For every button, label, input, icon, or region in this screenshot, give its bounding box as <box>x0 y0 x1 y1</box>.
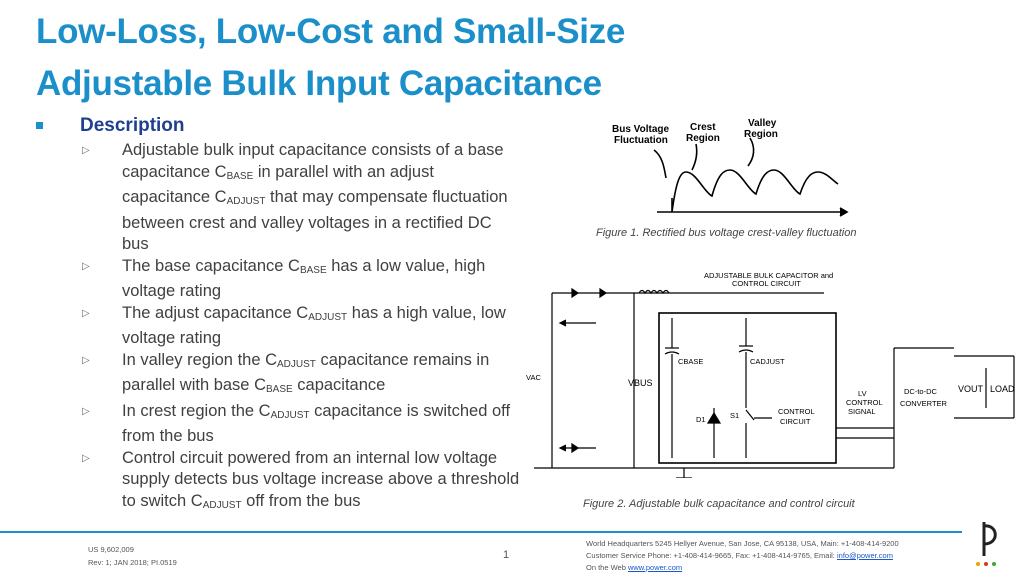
block-title-1: ADJUSTABLE BULK CAPACITOR and <box>704 271 833 280</box>
subscript-text: BASE <box>266 384 293 395</box>
page-number: 1 <box>503 549 510 561</box>
item-text: off from the bus <box>241 491 361 510</box>
footer-left: US 9,602,009 Rev: 1; JAN 2018; PI.0519 <box>88 543 177 569</box>
power-integrations-logo <box>976 522 997 566</box>
description-item: ▷ In valley region the CADJUST capacitanc… <box>82 350 522 401</box>
patent-number: US 9,602,009 <box>88 545 134 554</box>
item-text: capacitance <box>292 376 386 394</box>
subscript-text: ADJUST <box>308 311 348 323</box>
item-text: capacitance is switched off from the bus <box>122 401 511 446</box>
lv-label-2: CONTROL <box>846 398 883 407</box>
item-text: in parallel with an adjust capacitance C <box>122 162 434 207</box>
revision-info: Rev: 1; JAN 2018; PI.0519 <box>88 558 177 567</box>
item-text: that may compensate fluctuation between … <box>122 188 508 253</box>
cbase-label: CBASE <box>678 357 703 366</box>
crest-label-2: Region <box>686 133 720 144</box>
subscript-text: ADJUST <box>277 358 316 370</box>
control-label-1: CONTROL <box>778 407 815 416</box>
description-heading: Description <box>80 115 185 136</box>
load-label: LOAD <box>990 384 1015 394</box>
cadjust-label: CADJUST <box>750 357 785 366</box>
website-link[interactable]: www.power.com <box>627 563 683 572</box>
item-text: has a low value, high voltage rating <box>122 256 486 301</box>
arrow-bullet-icon: ▷ <box>82 405 90 417</box>
valley-label-1: Valley <box>748 118 777 129</box>
subscript-text: ADJUST <box>202 499 242 511</box>
subscript-text: ADJUST <box>270 409 310 421</box>
email-link[interactable]: info@power.com <box>836 551 893 560</box>
item-text: In crest region the C <box>122 401 271 420</box>
item-text: In valley region the C <box>122 350 278 369</box>
web-prefix: On the Web <box>586 563 628 572</box>
s1-label: S1 <box>730 411 739 420</box>
subscript-text: ADJUST <box>226 196 266 207</box>
figure-1-caption: Figure 1. Rectified bus voltage crest-va… <box>596 227 857 239</box>
arrow-bullet-icon: ▷ <box>82 260 90 272</box>
lv-label-1: LV <box>858 389 867 398</box>
footer-divider <box>0 531 962 533</box>
description-item: ▷ The base capacitance CBASE has a low va… <box>82 256 522 303</box>
description-item: ▷ The adjust capacitance CADJUST has a hi… <box>82 303 522 350</box>
converter-label-1: DC-to-DC <box>904 387 937 396</box>
converter-label-2: CONVERTER <box>900 399 948 408</box>
headquarters-line: World Headquarters 5245 Hellyer Avenue, … <box>586 539 899 548</box>
footer-contact: World Headquarters 5245 Hellyer Avenue, … <box>586 538 899 574</box>
subscript-text: BASE <box>226 170 254 182</box>
description-item: ▷ Control circuit powered from an interna… <box>82 448 522 517</box>
fluctuation-label-2: Fluctuation <box>614 135 668 146</box>
block-title-2: CONTROL CIRCUIT <box>732 279 801 288</box>
lv-label-3: SIGNAL <box>848 407 876 416</box>
item-text: capacitance remains in parallel with bas… <box>122 350 490 395</box>
bus-voltage-waveform-figure: Bus Voltage Fluctuation Crest Region Val… <box>612 118 849 217</box>
arrow-bullet-icon: ▷ <box>82 145 90 156</box>
crest-label-1: Crest <box>690 122 716 133</box>
customer-service-line: Customer Service Phone: +1-408-414-9665,… <box>586 551 837 560</box>
subscript-text: BASE <box>299 264 327 276</box>
valley-label-2: Region <box>744 129 778 140</box>
title-line-2: Adjustable Bulk Input Capacitance <box>36 64 602 103</box>
fluctuation-label-1: Bus Voltage <box>612 124 669 135</box>
item-text: The base capacitance C <box>122 256 300 275</box>
vac-label: VAC <box>526 373 541 382</box>
description-item: ▷ Adjustable bulk input capacitance consi… <box>82 140 522 256</box>
control-label-2: CIRCUIT <box>780 417 811 426</box>
arrow-bullet-icon: ▷ <box>82 354 90 366</box>
item-text: has a high value, low voltage rating <box>122 303 506 348</box>
description-item: ▷ In crest region the CADJUST capacitance… <box>82 401 522 448</box>
circuit-diagram-figure: ADJUSTABLE BULK CAPACITOR and CONTROL CIR… <box>526 271 1015 478</box>
vout-label: VOUT <box>958 384 984 394</box>
title-line-1: Low-Loss, Low-Cost and Small-Size <box>36 12 626 51</box>
square-bullet-icon <box>36 122 43 129</box>
d1-label: D1 <box>696 415 706 424</box>
arrow-bullet-icon: ▷ <box>82 452 90 464</box>
figure-2-caption: Figure 2. Adjustable bulk capacitance an… <box>583 498 855 510</box>
item-text: Control circuit powered from an internal… <box>122 448 520 510</box>
item-text: The adjust capacitance C <box>122 303 309 322</box>
arrow-bullet-icon: ▷ <box>82 307 90 319</box>
vbus-label: VBUS <box>628 378 653 388</box>
svg-text:Bus Voltage Fluctuation: Bus Voltage Fluctuation Crest Region Val… <box>612 118 779 146</box>
description-list: ▷ Adjustable bulk input capacitance consi… <box>82 140 522 516</box>
slide-title: Low-Loss, Low-Cost and Small-Size Adjust… <box>36 6 756 110</box>
item-text: Adjustable bulk input capacitance consis… <box>122 141 504 181</box>
